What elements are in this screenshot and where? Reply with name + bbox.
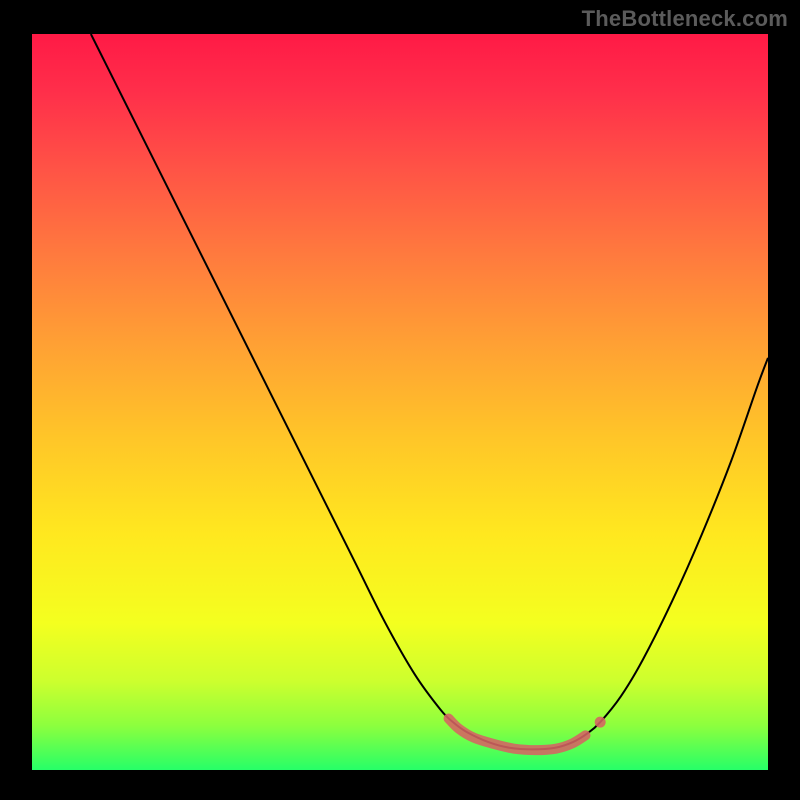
optimal-range-end-dot bbox=[595, 717, 606, 728]
chart-svg bbox=[32, 34, 768, 770]
gradient-background bbox=[32, 34, 768, 770]
plot-area bbox=[32, 34, 768, 770]
chart-container: TheBottleneck.com bbox=[0, 0, 800, 800]
watermark-text: TheBottleneck.com bbox=[582, 6, 788, 32]
